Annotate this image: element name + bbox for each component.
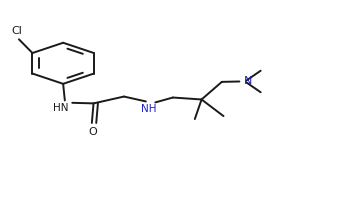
Text: O: O: [89, 127, 98, 137]
Text: N: N: [244, 76, 252, 86]
Text: NH: NH: [141, 104, 157, 114]
Text: HN: HN: [53, 103, 68, 113]
Text: Cl: Cl: [12, 26, 23, 36]
